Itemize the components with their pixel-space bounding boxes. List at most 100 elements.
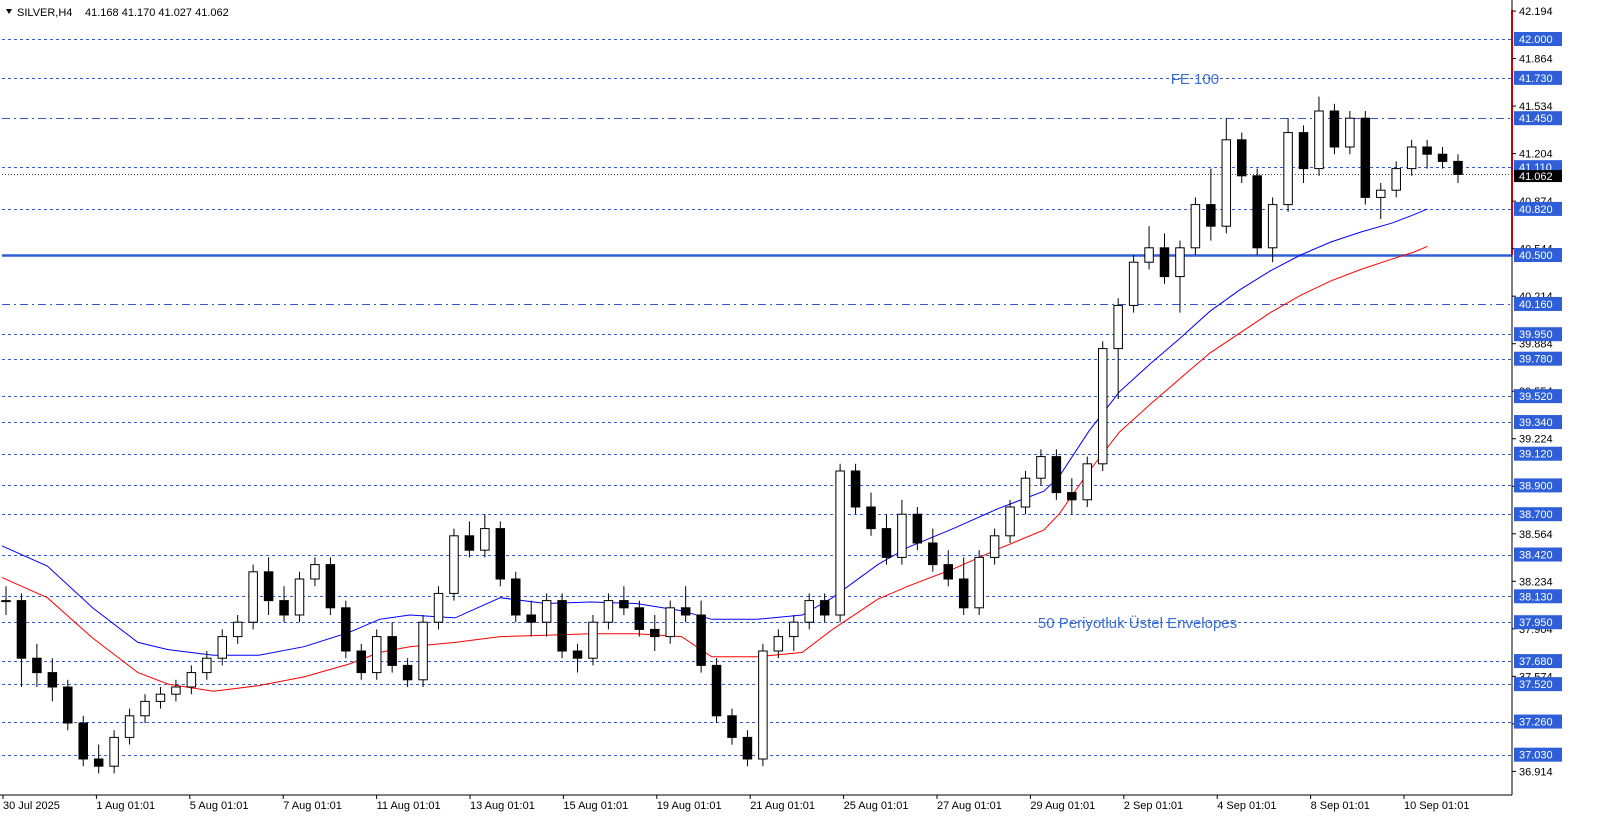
candle-body	[588, 621, 598, 659]
candle	[989, 528, 1000, 565]
symbol-label: SILVER,H4	[17, 7, 72, 19]
candle	[634, 600, 645, 637]
candle	[727, 708, 737, 745]
candle-body	[402, 664, 413, 681]
candle	[294, 571, 305, 623]
level-price-tag	[1514, 32, 1562, 46]
candle-body	[1020, 477, 1031, 508]
candle	[1329, 103, 1340, 155]
candle-body	[1236, 139, 1247, 177]
candle	[758, 643, 768, 767]
candle-body	[16, 600, 27, 659]
level-price-label: 39.520	[1519, 391, 1553, 403]
level-price-tag	[1514, 111, 1562, 126]
candle-body	[310, 564, 320, 580]
candle-body	[78, 722, 88, 760]
candle	[1097, 341, 1108, 471]
time-tick-label: 2 Sep 01:01	[1124, 800, 1183, 812]
candle	[1206, 168, 1216, 241]
candle-body	[680, 607, 691, 616]
candle	[433, 586, 444, 630]
candle	[1283, 118, 1293, 212]
candle	[1175, 240, 1185, 313]
candle-body	[47, 672, 58, 688]
candle-body	[603, 600, 614, 623]
candle-body	[433, 592, 444, 623]
ohlc-values: 41.168 41.170 41.027 41.062	[85, 7, 229, 19]
candle	[1159, 233, 1170, 284]
candle-body	[341, 607, 351, 652]
candle-body	[1113, 304, 1123, 350]
candle-body	[1283, 132, 1293, 206]
price-tick-label: 39.884	[1519, 339, 1553, 351]
candle	[1005, 499, 1015, 543]
candle	[1082, 456, 1093, 507]
candle-body	[1206, 204, 1216, 227]
level-price-label: 42.000	[1519, 34, 1553, 46]
candle-body	[495, 528, 506, 580]
level-price-label: 38.900	[1519, 480, 1553, 492]
candle-body	[572, 650, 583, 659]
candle-body	[1144, 247, 1154, 263]
candle-body	[665, 607, 675, 638]
time-tick-label: 4 Sep 01:01	[1217, 800, 1276, 812]
horizontal-levels	[2, 39, 1512, 756]
candle-body	[63, 686, 73, 724]
candle	[789, 615, 799, 651]
candle	[619, 586, 629, 615]
price-tick-label: 39.224	[1519, 434, 1553, 446]
candle	[1144, 226, 1154, 270]
candle-body	[1128, 261, 1139, 306]
envelope-lower-line	[1, 245, 1428, 692]
level-price-label: 40.160	[1519, 299, 1553, 311]
candle-body	[773, 636, 784, 652]
candle-body	[989, 535, 1000, 558]
level-price-label: 37.260	[1519, 717, 1553, 729]
time-tick-label: 13 Aug 01:01	[470, 800, 535, 812]
candle-body	[1175, 247, 1185, 278]
candle-body	[1005, 506, 1015, 537]
current-price-label: 41.062	[1519, 171, 1553, 183]
candle	[897, 499, 907, 565]
candle	[155, 687, 166, 709]
candle-body	[1190, 204, 1201, 249]
candle-body	[1314, 110, 1324, 170]
candle-body	[140, 700, 150, 717]
level-price-label: 39.120	[1519, 449, 1553, 461]
candle-body	[650, 628, 660, 638]
candle-body	[1376, 189, 1386, 198]
chart-header: SILVER,H4 41.168 41.170 41.027 41.062	[6, 7, 229, 19]
candle	[1051, 449, 1062, 500]
candle	[356, 643, 367, 680]
price-tick-label: 38.234	[1519, 576, 1553, 588]
candle	[1190, 197, 1201, 255]
time-axis: 30 Jul 2025 1 Aug 01:01 5 Aug 01:01 7 Aug 0…	[2, 795, 1469, 812]
candle	[603, 593, 614, 630]
time-tick-label: 25 Aug 01:01	[844, 800, 909, 812]
candle	[232, 615, 243, 644]
candle	[866, 492, 876, 536]
level-price-tag	[1514, 747, 1562, 762]
candle	[1067, 478, 1077, 515]
level-price-label: 40.820	[1519, 204, 1553, 216]
candle	[63, 679, 73, 731]
candle-body	[742, 736, 753, 760]
candle-body	[819, 600, 830, 616]
candle-body	[279, 600, 289, 616]
candle	[1236, 132, 1247, 183]
candle	[742, 730, 753, 767]
candle	[943, 550, 954, 587]
candle-body	[758, 650, 768, 760]
candle	[1437, 147, 1448, 169]
candle-body	[155, 693, 166, 702]
candle	[850, 463, 861, 515]
time-tick-label: 7 Aug 01:01	[283, 800, 342, 812]
envelope-upper-line	[1, 208, 1428, 656]
level-price-tag	[1514, 589, 1562, 604]
level-price-tag	[1514, 446, 1562, 461]
candle-body	[202, 657, 212, 674]
dropdown-triangle-icon[interactable]	[6, 9, 12, 14]
candle	[202, 651, 212, 680]
candle	[371, 629, 382, 680]
